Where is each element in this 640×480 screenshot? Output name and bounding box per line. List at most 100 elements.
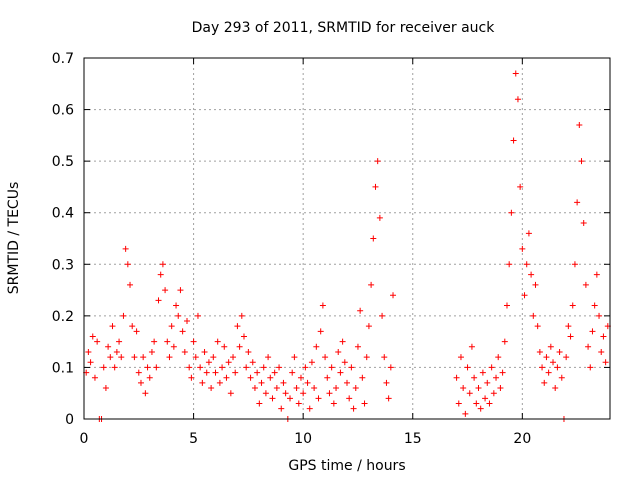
data-point (186, 364, 192, 370)
y-tick-label: 0.6 (52, 103, 74, 119)
data-point (326, 390, 332, 396)
data-point (362, 401, 368, 407)
data-point (210, 354, 216, 360)
data-point (324, 375, 330, 381)
y-axis-label: SRMTID / TECUs (6, 182, 22, 295)
data-point (274, 385, 280, 391)
data-point (589, 328, 595, 334)
data-point (294, 385, 300, 391)
data-point (272, 370, 278, 376)
data-point (486, 401, 492, 407)
x-axis-label: GPS time / hours (288, 458, 405, 474)
data-point (546, 370, 552, 376)
data-point (160, 261, 166, 267)
data-point (364, 354, 370, 360)
data-point (530, 313, 536, 319)
data-point (254, 370, 260, 376)
data-point (565, 323, 571, 329)
data-point (147, 375, 153, 381)
data-point (265, 354, 271, 360)
data-point (603, 359, 609, 365)
data-point (259, 380, 265, 386)
data-point (202, 349, 208, 355)
data-point (103, 385, 109, 391)
data-point (366, 323, 372, 329)
data-point (197, 364, 203, 370)
data-point (340, 339, 346, 345)
data-point (145, 364, 151, 370)
data-point (267, 375, 273, 381)
data-point (289, 370, 295, 376)
data-point (320, 303, 326, 309)
data-point (592, 303, 598, 309)
data-point (476, 385, 482, 391)
y-tick-label: 0.3 (52, 257, 74, 273)
data-point (493, 375, 499, 381)
data-point (372, 184, 378, 190)
data-point (513, 70, 519, 76)
data-point (140, 354, 146, 360)
data-point (587, 364, 593, 370)
data-point (539, 364, 545, 370)
data-point (184, 318, 190, 324)
data-point (105, 344, 111, 350)
y-tick-label: 0.1 (52, 360, 74, 376)
data-point (331, 401, 337, 407)
data-point (164, 339, 170, 345)
data-point (263, 390, 269, 396)
data-point (191, 339, 197, 345)
data-point (370, 236, 376, 242)
x-tick-label: 0 (80, 431, 89, 447)
data-point (156, 297, 162, 303)
x-tick-label: 5 (189, 431, 198, 447)
data-point (559, 375, 565, 381)
data-point (245, 349, 251, 355)
data-point (199, 380, 205, 386)
data-point (515, 96, 521, 102)
data-point (550, 359, 556, 365)
data-point (458, 354, 464, 360)
data-point (467, 390, 473, 396)
data-point (368, 282, 374, 288)
data-point (594, 272, 600, 278)
data-point (114, 349, 120, 355)
data-point (101, 364, 107, 370)
data-point (243, 364, 249, 370)
data-point (535, 323, 541, 329)
data-point (318, 328, 324, 334)
data-point (158, 272, 164, 278)
data-point (548, 344, 554, 350)
data-point (116, 339, 122, 345)
data-point (355, 344, 361, 350)
data-point (162, 287, 168, 293)
data-point (278, 406, 284, 412)
data-point (123, 246, 129, 252)
data-point (287, 395, 293, 401)
data-point (204, 370, 210, 376)
y-tick-label: 0.4 (52, 206, 74, 222)
data-point (109, 323, 115, 329)
srmtid-scatter-chart: Day 293 of 2011, SRMTID for receiver auc… (0, 0, 640, 480)
data-point (206, 359, 212, 365)
data-point (138, 380, 144, 386)
data-point (90, 333, 96, 339)
data-point (526, 230, 532, 236)
y-tick-label: 0.2 (52, 309, 74, 325)
data-point (484, 380, 490, 386)
grid (84, 58, 610, 419)
data-point (316, 395, 322, 401)
y-tick-label: 0 (65, 412, 74, 428)
data-point (473, 401, 479, 407)
data-point (552, 385, 558, 391)
data-point (454, 375, 460, 381)
data-point (333, 385, 339, 391)
data-point (223, 375, 229, 381)
data-point (195, 313, 201, 319)
data-point (600, 333, 606, 339)
data-point (541, 380, 547, 386)
data-point (574, 199, 580, 205)
data-point (508, 210, 514, 216)
data-point (177, 287, 183, 293)
data-point (307, 406, 313, 412)
data-point (563, 354, 569, 360)
